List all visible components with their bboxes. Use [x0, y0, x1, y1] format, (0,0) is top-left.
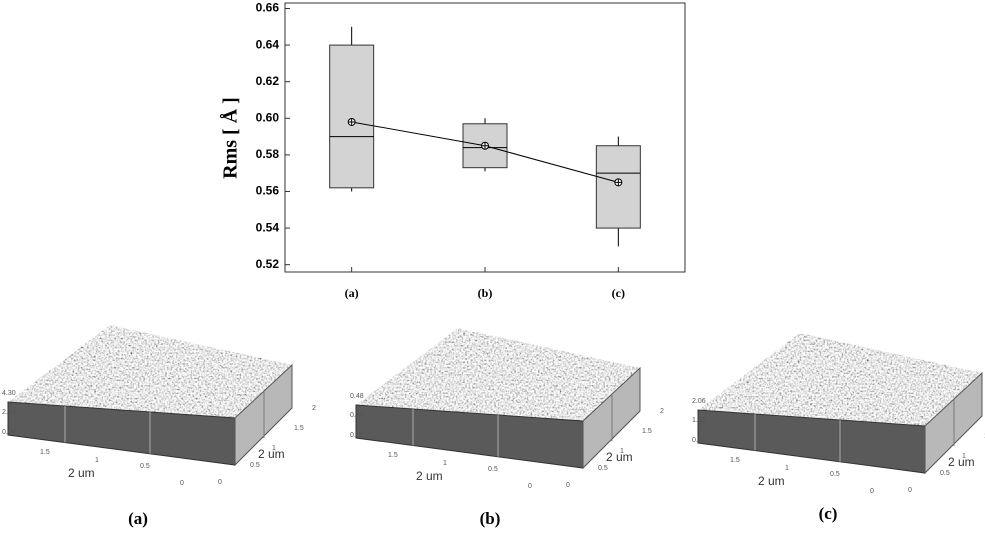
afm-x-tick: 0.5: [140, 463, 150, 470]
afm-y-tick: 0.5: [940, 470, 950, 477]
afm-x-label: 2 um: [416, 469, 443, 483]
afm-y-tick: 1.5: [642, 428, 652, 435]
afm-y-tick: 0: [908, 487, 912, 494]
afm-image: 4.30 2.15 0.00 1.5 1 0.5 0 2 um 2 1.5 1 0.5 0 2 um (a): [2, 325, 316, 528]
y-axis-label: Rms [ Å ]: [219, 97, 242, 179]
mean-marker: [481, 141, 489, 150]
afm-caption: (c): [819, 504, 838, 523]
afm-y-tick: 0.5: [250, 462, 260, 469]
afm-z-tick: 2.15: [2, 409, 16, 416]
afm-x-tick: 0: [870, 488, 874, 495]
box: [595, 145, 641, 229]
afm-x-label: 2 um: [68, 466, 95, 480]
afm-z-tick: 2.06: [692, 398, 706, 405]
afm-x-tick: 0.5: [488, 466, 498, 473]
x-tick-label: (b): [478, 286, 493, 300]
y-tick-label: 0.66: [256, 1, 280, 15]
mean-marker: [614, 178, 623, 187]
afm-z-tick: 4.30: [2, 390, 16, 397]
afm-z-tick: 0.24: [350, 412, 364, 419]
afm-x-tick: 1: [785, 465, 789, 472]
afm-y-tick: 2: [660, 408, 664, 415]
afm-x-tick: 1.5: [40, 449, 50, 456]
afm-x-tick: 1: [443, 460, 447, 467]
afm-y-tick: 1: [962, 453, 966, 460]
afm-z-tick: 0.48: [350, 393, 364, 400]
afm-z-tick: 0.00: [2, 429, 16, 436]
afm-x-tick: 0: [528, 483, 532, 490]
afm-x-tick: 0: [180, 480, 184, 487]
afm-caption: (b): [480, 509, 501, 528]
afm-y-tick: 0: [218, 479, 222, 486]
afm-y-label: 2 um: [258, 447, 285, 461]
afm-x-tick: 1: [95, 457, 99, 464]
afm-y-tick: 0.5: [598, 465, 608, 472]
afm-z-tick: 1.03: [692, 417, 706, 424]
afm-x-tick: 1.5: [730, 457, 740, 464]
y-tick-label: 0.52: [256, 257, 280, 271]
y-tick-label: 0.62: [256, 74, 280, 88]
afm-z-tick: 0.00: [692, 437, 706, 444]
afm-y-label: 2 um: [606, 450, 633, 464]
afm-y-tick: 1: [272, 445, 276, 452]
mean-cross: [481, 142, 489, 150]
afm-y-tick: 2: [312, 405, 316, 412]
afm-y-tick: 0: [566, 482, 570, 489]
y-tick-label: 0.60: [256, 110, 280, 124]
mean-cross: [348, 118, 356, 126]
box: [329, 44, 375, 189]
mean-marker: [347, 117, 356, 126]
afm-image: 0.48 0.24 0.00 1.5 1 0.5 0 2 um 2 1.5 1 0.5 0 2 um (b): [350, 328, 664, 528]
afm-x-label: 2 um: [758, 474, 785, 488]
afm-caption: (a): [128, 509, 148, 528]
afm-y-tick: 1.5: [294, 425, 304, 432]
afm-y-tick: 1: [620, 448, 624, 455]
y-tick-label: 0.56: [256, 184, 280, 198]
y-tick-label: 0.58: [256, 147, 280, 161]
mean-cross: [614, 178, 622, 186]
y-tick-label: 0.64: [256, 37, 280, 51]
x-tick-label: (c): [612, 286, 625, 300]
afm-z-tick: 0.00: [350, 432, 364, 439]
afm-x-tick: 1.5: [388, 452, 398, 459]
x-tick-label: (a): [345, 286, 359, 300]
afm-x-tick: 0.5: [830, 471, 840, 478]
afm-y-label: 2 um: [948, 455, 975, 469]
y-tick-label: 0.54: [256, 220, 280, 234]
